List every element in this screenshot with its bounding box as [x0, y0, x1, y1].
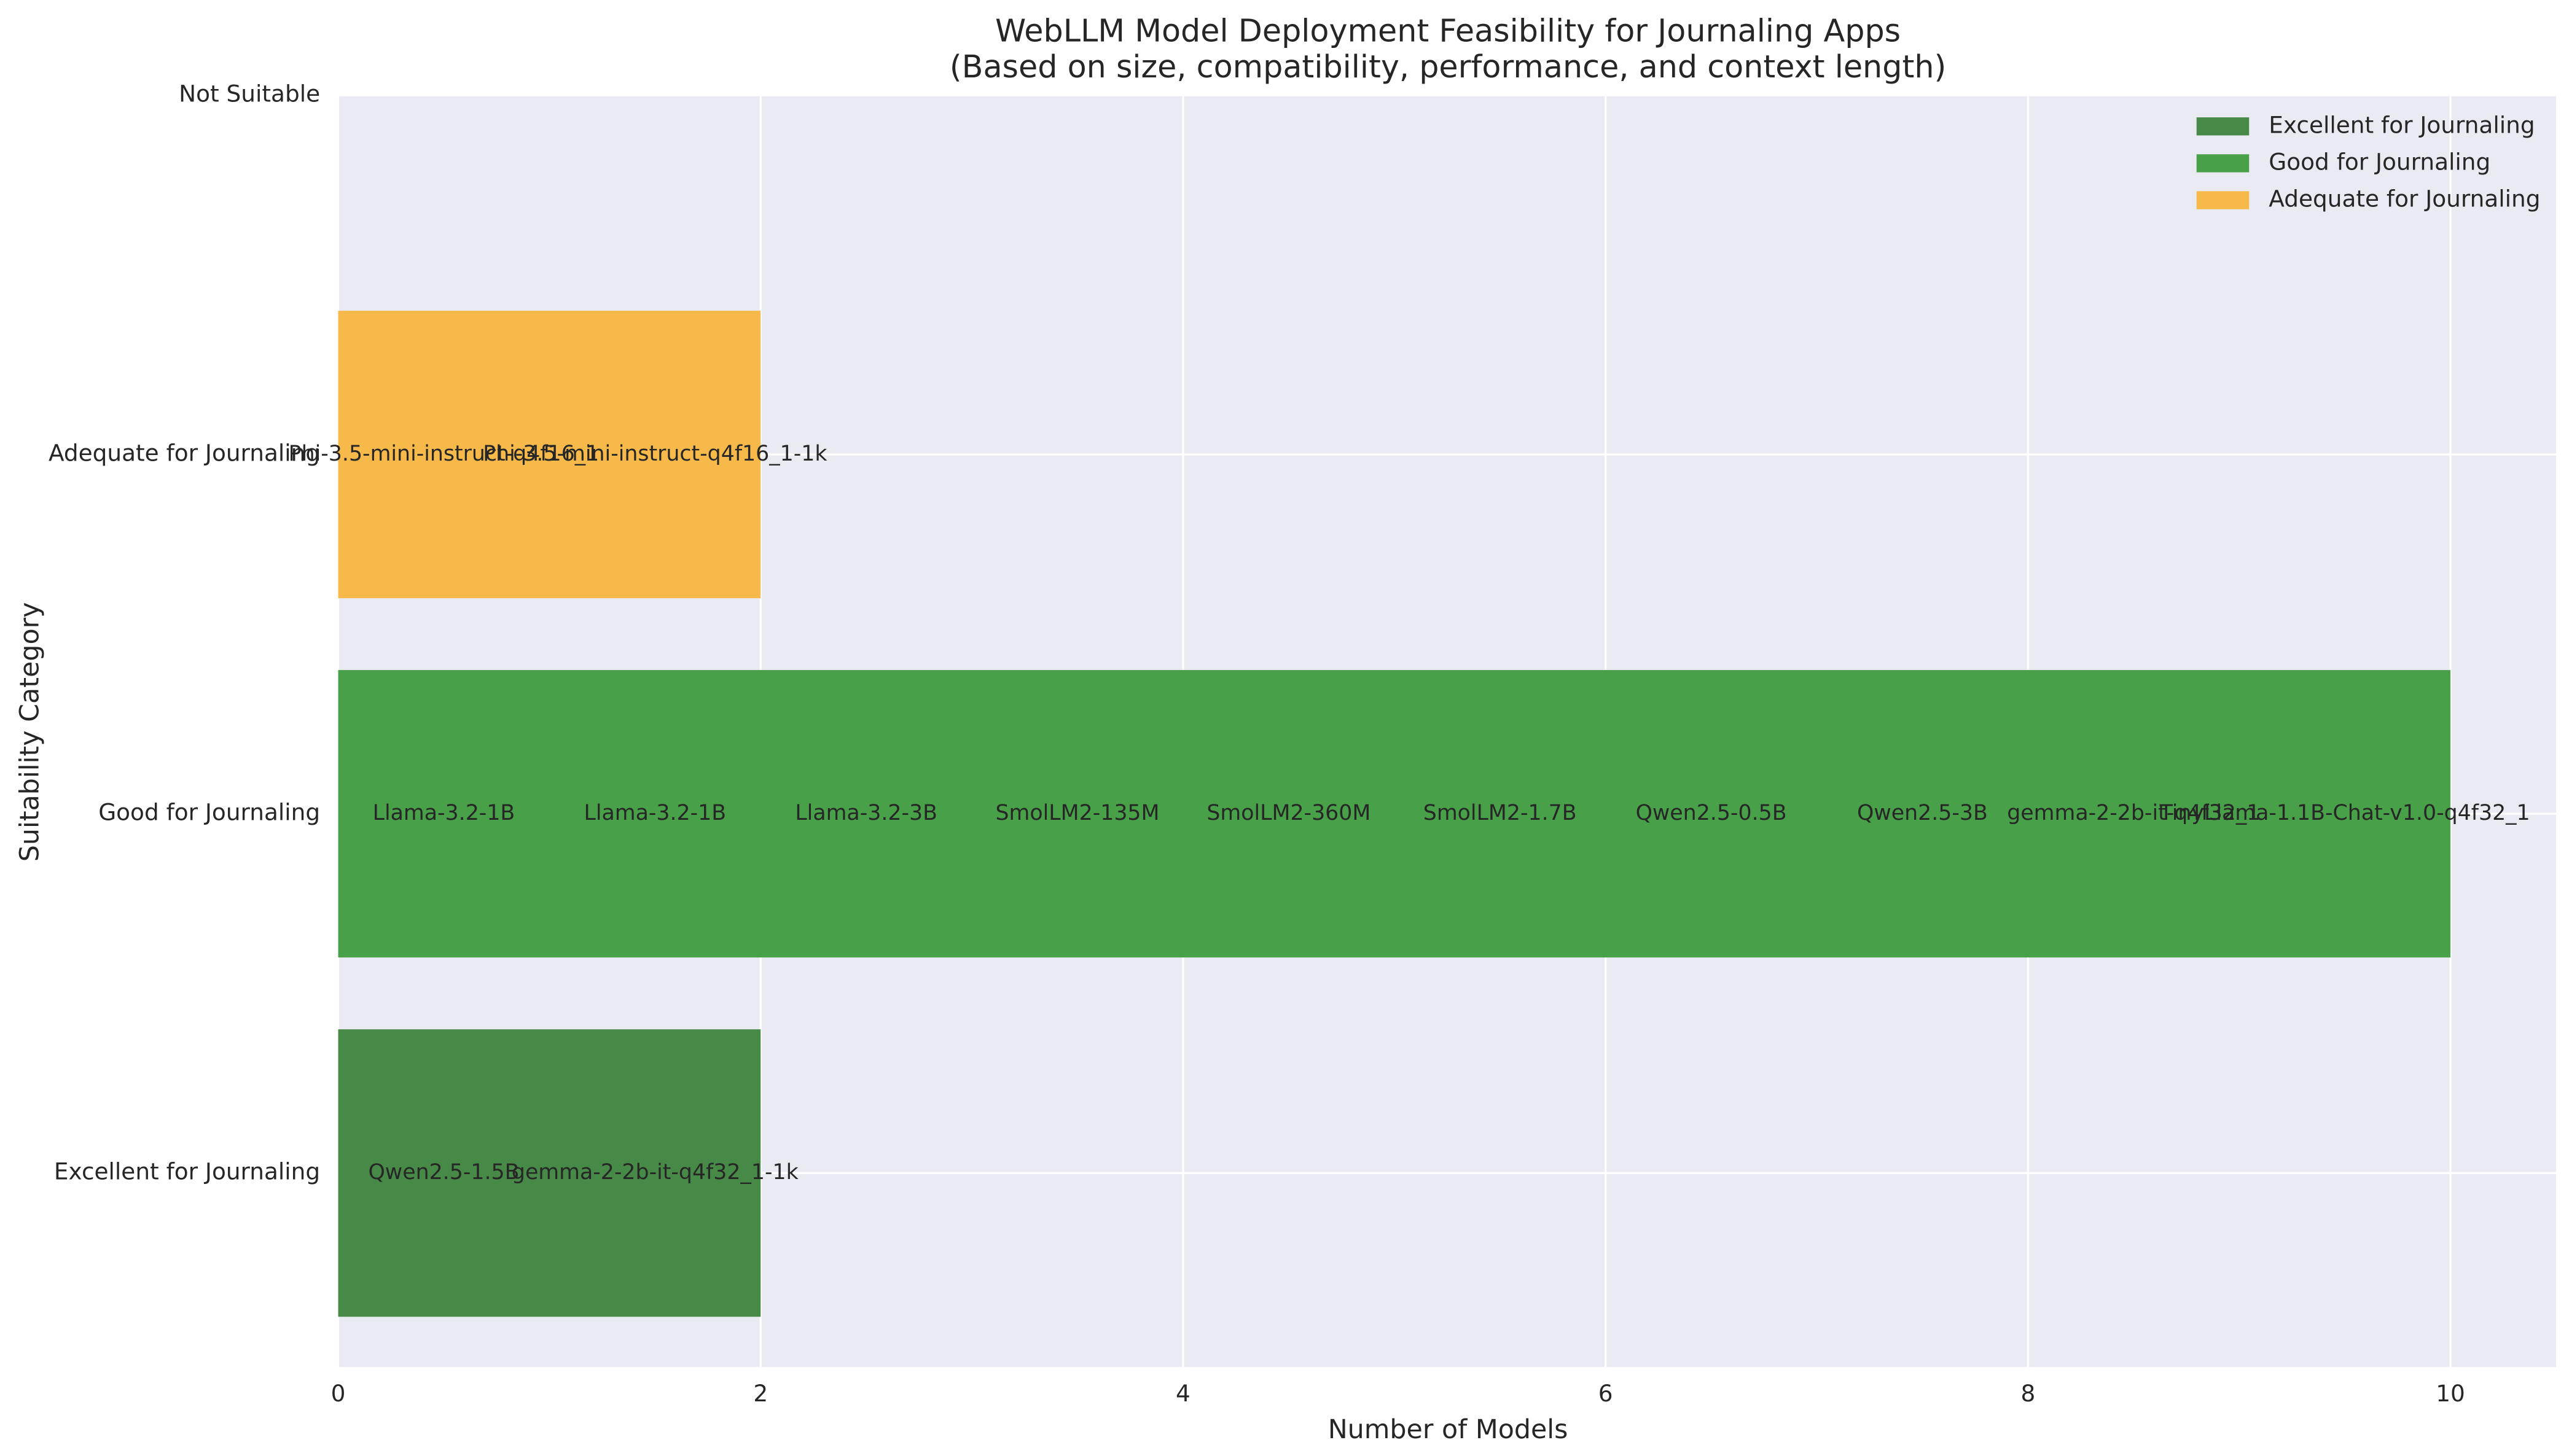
- legend-label: Excellent for Journaling: [2269, 111, 2535, 138]
- model-label: SmolLM2-1.7B: [1423, 801, 1577, 825]
- model-label: Qwen2.5-1.5B: [368, 1160, 519, 1185]
- model-label: Qwen2.5-0.5B: [1636, 801, 1787, 825]
- x-tick-label: 4: [1176, 1380, 1191, 1407]
- bar: [338, 311, 761, 599]
- model-label: Llama-3.2-1B: [584, 801, 726, 825]
- x-tick-label: 2: [753, 1380, 768, 1407]
- model-label: SmolLM2-135M: [996, 801, 1160, 825]
- x-tick-label: 6: [1598, 1380, 1613, 1407]
- bar: [338, 1029, 761, 1317]
- model-label: TinyLlama-1.1B-Chat-v1.0-q4f32_1: [2159, 801, 2530, 825]
- model-label: Llama-3.2-1B: [373, 801, 515, 825]
- y-tick-label: Good for Journaling: [98, 799, 320, 826]
- model-label: gemma-2-2b-it-q4f32_1-1k: [512, 1160, 799, 1185]
- y-tick-label: Not Suitable: [179, 80, 320, 107]
- x-tick-label: 0: [331, 1380, 346, 1407]
- x-axis-label: Number of Models: [1328, 1414, 1568, 1445]
- chart-title: WebLLM Model Deployment Feasibility for …: [995, 12, 1901, 49]
- y-tick-label: Excellent for Journaling: [54, 1158, 320, 1185]
- model-label: SmolLM2-360M: [1206, 801, 1370, 825]
- x-tick-label: 8: [2020, 1380, 2035, 1407]
- legend-swatch: [2196, 154, 2250, 173]
- legend-swatch: [2196, 191, 2250, 209]
- x-tick-label: 10: [2436, 1380, 2465, 1407]
- model-label: Phi-3.5-mini-instruct-q4f16_1: [289, 442, 600, 466]
- bar: [338, 670, 2451, 958]
- model-label: Llama-3.2-3B: [795, 801, 937, 825]
- y-axis-label: Suitability Category: [14, 602, 45, 862]
- y-tick-label: Adequate for Journaling: [49, 440, 320, 467]
- legend-label: Good for Journaling: [2269, 148, 2490, 175]
- model-label: Qwen2.5-3B: [1857, 801, 1988, 825]
- legend-swatch: [2196, 117, 2250, 136]
- legend-label: Adequate for Journaling: [2269, 185, 2540, 212]
- chart-subtitle: (Based on size, compatibility, performan…: [950, 49, 1947, 85]
- model-label: gemma-2-2b-it-q4f32_1: [2007, 801, 2260, 825]
- model-label: Phi-3.5-mini-instruct-q4f16_1-1k: [483, 442, 827, 466]
